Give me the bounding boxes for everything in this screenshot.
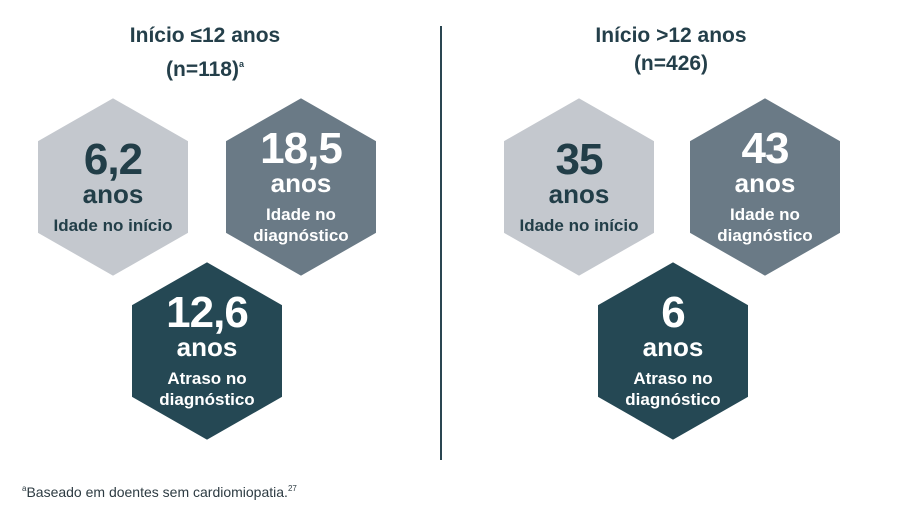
hex-value: 6,2	[83, 134, 143, 184]
footnote-reference: 27	[287, 484, 297, 493]
hex-label: Idade no diagnóstico	[717, 205, 813, 245]
hex-label: Idade no diagnóstico	[253, 205, 349, 245]
hex-left-age-onset: 6,2 anos Idade no início	[30, 92, 196, 282]
hex-unit: anos	[82, 178, 144, 209]
left-panel-title: Início ≤12 anos (n=118)a	[100, 22, 310, 84]
right-title-line1: Início >12 anos	[595, 24, 747, 47]
footnote-marker: a	[22, 484, 27, 493]
hex-unit: anos	[734, 168, 796, 198]
panel-divider	[440, 26, 442, 460]
hex-label: Idade no início	[53, 215, 173, 235]
hex-unit: anos	[548, 178, 610, 209]
hex-unit: anos	[642, 332, 704, 362]
left-title-line2: (n=118)a	[166, 58, 244, 81]
hex-right-age-onset: 35 anos Idade no início	[496, 92, 662, 282]
hex-unit: anos	[270, 168, 332, 198]
hex-value: 12,6	[166, 288, 249, 337]
hex-label: Idade no início	[519, 215, 639, 235]
hex-unit: anos	[176, 332, 238, 362]
hex-value: 18,5	[260, 124, 343, 173]
hex-right-age-diagnosis: 43 anos Idade no diagnóstico	[682, 92, 848, 282]
footnote: aBaseado em doentes sem cardiomiopatia.2…	[22, 484, 297, 500]
left-title-line1: Início ≤12 anos	[129, 24, 281, 47]
footnote-text: Baseado em doentes sem cardiomiopatia.	[26, 484, 288, 500]
hex-value: 35	[555, 134, 604, 184]
hex-value: 43	[741, 124, 790, 173]
hex-right-diagnosis-delay: 6 anos Atraso no diagnóstico	[590, 256, 756, 446]
right-title-line2: (n=426)	[633, 52, 709, 75]
hex-left-age-diagnosis: 18,5 anos Idade no diagnóstico	[218, 92, 384, 282]
hex-left-diagnosis-delay: 12,6 anos Atraso no diagnóstico	[124, 256, 290, 446]
right-panel-title: Início >12 anos (n=426)	[566, 22, 776, 78]
hex-label: Atraso no diagnóstico	[625, 369, 721, 409]
left-title-footnote-marker: a	[238, 59, 244, 69]
hex-label: Atraso no diagnóstico	[159, 369, 255, 409]
hex-value: 6	[661, 288, 686, 337]
